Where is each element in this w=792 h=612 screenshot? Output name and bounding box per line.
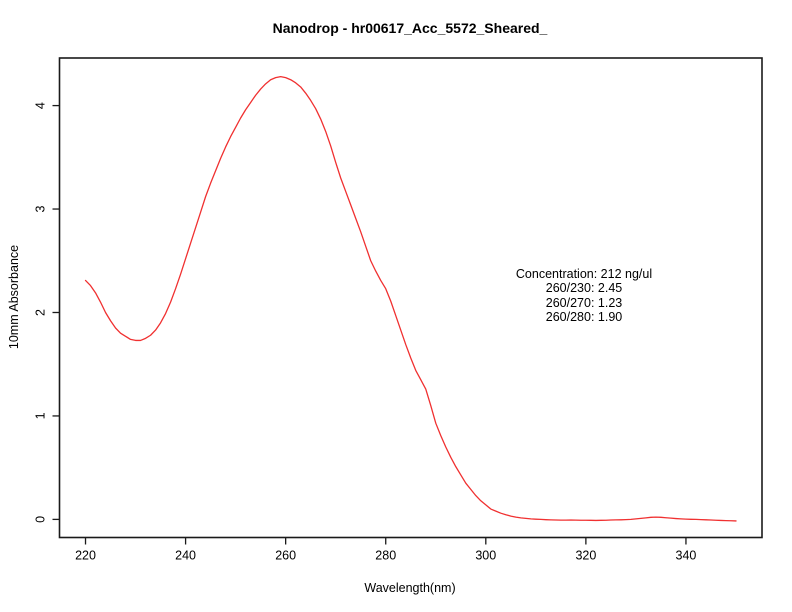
x-tick-label: 300: [475, 548, 496, 562]
annotation-ratio-260-270: 260/270: 1.23: [545, 295, 623, 310]
x-tick-label: 280: [375, 548, 396, 562]
y-tick-label: 4: [33, 102, 47, 109]
plot-border: [58, 57, 763, 539]
absorbance-curve: [84, 75, 737, 522]
y-tick-label: 0: [33, 516, 47, 523]
x-tick-label: 320: [575, 548, 596, 562]
y-tick-label: 2: [33, 309, 47, 316]
y-axis-title: 10mm Absorbance: [7, 244, 21, 350]
annotation-concentration: Concentration: 212 ng/ul: [515, 267, 653, 281]
chart-title: Nanodrop - hr00617_Acc_5572_Sheared_: [272, 20, 548, 36]
y-tick-label: 3: [33, 206, 47, 213]
x-tick-label: 240: [175, 548, 196, 562]
annotation-ratio-260-280: 260/280: 1.90: [545, 310, 623, 325]
annotation-ratio-260-230: 260/230: 2.45: [545, 281, 623, 296]
y-tick-label: 1: [33, 412, 47, 419]
measurement-annotation: Concentration: 212 ng/ul 260/230: 2.45 2…: [516, 267, 652, 325]
x-tick-label: 220: [75, 548, 96, 562]
x-tick-label: 260: [275, 548, 296, 562]
x-tick-label: 340: [676, 548, 697, 562]
x-axis-title: Wavelength(nm): [364, 581, 456, 595]
